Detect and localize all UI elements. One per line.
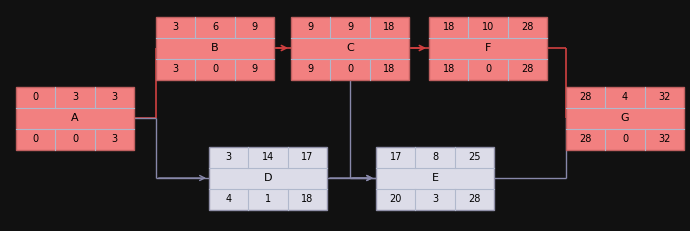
Text: G: G bbox=[621, 113, 629, 123]
Text: 3: 3 bbox=[172, 64, 179, 74]
Text: 17: 17 bbox=[389, 152, 402, 162]
Bar bbox=[209, 146, 327, 210]
Text: 32: 32 bbox=[658, 134, 671, 144]
Text: 25: 25 bbox=[468, 152, 480, 162]
Text: 8: 8 bbox=[432, 152, 438, 162]
Text: F: F bbox=[485, 43, 491, 53]
Text: 3: 3 bbox=[72, 92, 78, 102]
Text: 20: 20 bbox=[389, 194, 402, 204]
Text: 9: 9 bbox=[251, 22, 257, 32]
Text: 18: 18 bbox=[442, 64, 455, 74]
Text: 0: 0 bbox=[347, 64, 353, 74]
Text: 3: 3 bbox=[432, 194, 438, 204]
Text: D: D bbox=[264, 173, 273, 183]
Text: 4: 4 bbox=[622, 92, 628, 102]
Text: 17: 17 bbox=[301, 152, 313, 162]
Text: 0: 0 bbox=[622, 134, 628, 144]
Text: 32: 32 bbox=[658, 92, 671, 102]
Text: 9: 9 bbox=[251, 64, 257, 74]
Text: 28: 28 bbox=[580, 134, 592, 144]
Text: E: E bbox=[431, 173, 439, 183]
Text: 4: 4 bbox=[226, 194, 232, 204]
Bar bbox=[156, 16, 274, 79]
Text: 18: 18 bbox=[442, 22, 455, 32]
Text: 28: 28 bbox=[468, 194, 480, 204]
Text: 0: 0 bbox=[72, 134, 78, 144]
Text: C: C bbox=[346, 43, 354, 53]
Bar bbox=[429, 16, 547, 79]
Text: 9: 9 bbox=[347, 22, 353, 32]
Text: A: A bbox=[71, 113, 79, 123]
Text: 0: 0 bbox=[32, 92, 39, 102]
Text: 0: 0 bbox=[32, 134, 39, 144]
Bar bbox=[16, 86, 134, 149]
Text: 3: 3 bbox=[111, 92, 117, 102]
Text: 18: 18 bbox=[302, 194, 313, 204]
Text: 18: 18 bbox=[383, 22, 395, 32]
Text: 3: 3 bbox=[172, 22, 179, 32]
Text: 3: 3 bbox=[226, 152, 232, 162]
Text: 18: 18 bbox=[383, 64, 395, 74]
Text: 3: 3 bbox=[111, 134, 117, 144]
Text: 1: 1 bbox=[265, 194, 271, 204]
Text: 0: 0 bbox=[485, 64, 491, 74]
Bar bbox=[566, 86, 684, 149]
Text: 6: 6 bbox=[212, 22, 218, 32]
Text: 28: 28 bbox=[580, 92, 592, 102]
Text: 9: 9 bbox=[308, 64, 314, 74]
Text: 28: 28 bbox=[521, 22, 533, 32]
Bar bbox=[376, 146, 494, 210]
Text: 0: 0 bbox=[212, 64, 218, 74]
Text: B: B bbox=[211, 43, 219, 53]
Bar bbox=[291, 16, 409, 79]
Text: 28: 28 bbox=[521, 64, 533, 74]
Text: 14: 14 bbox=[262, 152, 274, 162]
Text: 9: 9 bbox=[308, 22, 314, 32]
Text: 10: 10 bbox=[482, 22, 494, 32]
